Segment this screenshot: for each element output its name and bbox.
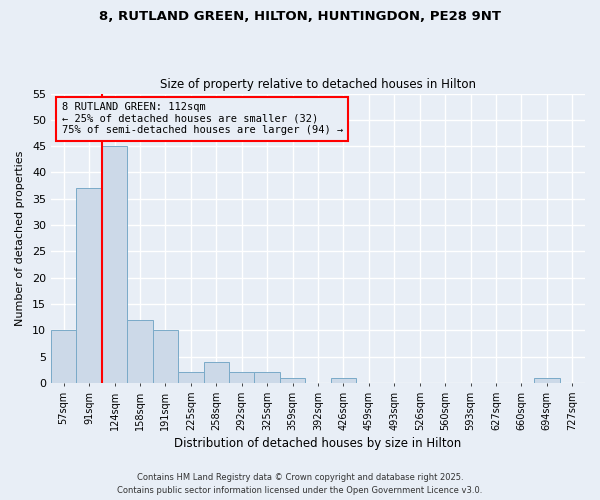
Bar [280,378,305,383]
Bar [203,362,229,383]
Bar [102,146,127,383]
Bar [254,372,280,383]
Bar [331,378,356,383]
Bar [127,320,152,383]
Bar [76,188,102,383]
X-axis label: Distribution of detached houses by size in Hilton: Distribution of detached houses by size … [175,437,461,450]
Bar [51,330,76,383]
Bar [152,330,178,383]
Text: 8, RUTLAND GREEN, HILTON, HUNTINGDON, PE28 9NT: 8, RUTLAND GREEN, HILTON, HUNTINGDON, PE… [99,10,501,23]
Title: Size of property relative to detached houses in Hilton: Size of property relative to detached ho… [160,78,476,91]
Text: 8 RUTLAND GREEN: 112sqm
← 25% of detached houses are smaller (32)
75% of semi-de: 8 RUTLAND GREEN: 112sqm ← 25% of detache… [62,102,343,136]
Bar [178,372,203,383]
Bar [534,378,560,383]
Bar [229,372,254,383]
Text: Contains HM Land Registry data © Crown copyright and database right 2025.
Contai: Contains HM Land Registry data © Crown c… [118,474,482,495]
Y-axis label: Number of detached properties: Number of detached properties [15,150,25,326]
